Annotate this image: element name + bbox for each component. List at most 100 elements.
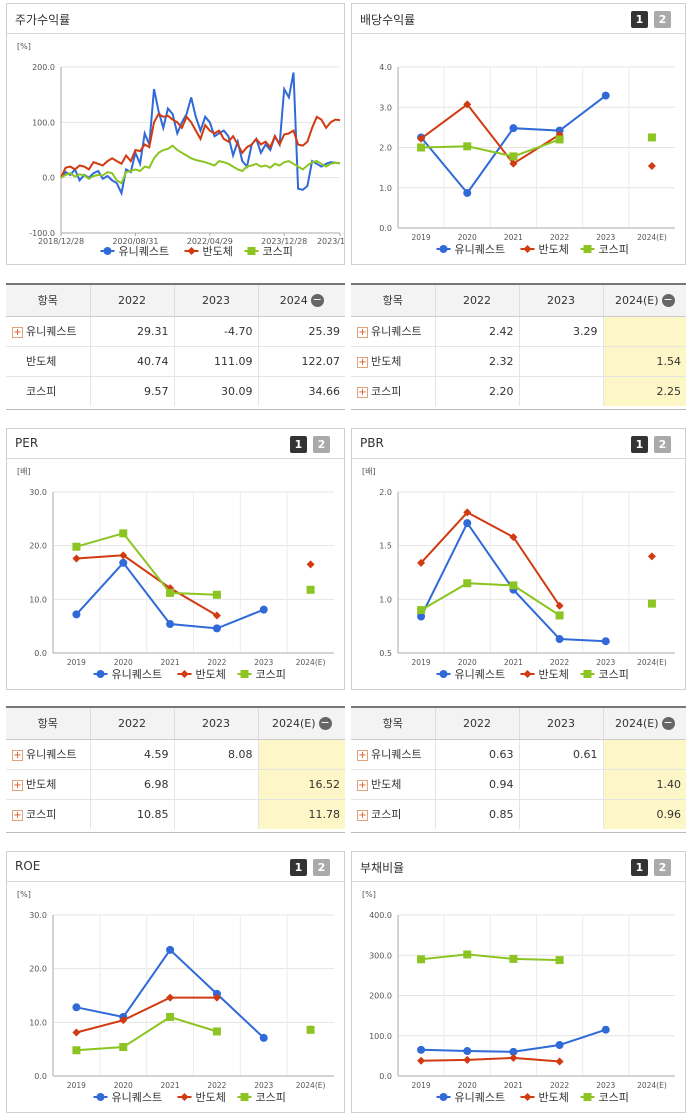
view-2-button[interactable]: 2	[654, 11, 671, 28]
kospi-point	[212, 590, 221, 599]
semi-point	[509, 1053, 518, 1062]
legend-label: 반도체	[196, 1091, 226, 1104]
table-cell: 6.98	[89, 769, 174, 800]
column-header: 2022	[434, 285, 519, 317]
row-label[interactable]: + 반도체	[351, 769, 435, 800]
kospi-markers	[72, 1012, 315, 1055]
collapse-column-icon[interactable]: −	[318, 716, 332, 730]
x-tick-label: 2019	[412, 1081, 431, 1090]
expand-row-icon[interactable]: +	[12, 326, 23, 338]
table-cell	[518, 799, 603, 829]
x-tick-label: 2022	[207, 658, 226, 667]
semi-point	[647, 552, 656, 561]
row-label[interactable]: + 유니퀘스트	[351, 316, 435, 347]
legend-item-uni: 유니퀘스트	[93, 668, 162, 681]
x-tick-label: 2019	[412, 658, 431, 667]
legend-item-semi: 반도체	[520, 668, 569, 681]
x-tick-label: 2020	[458, 1081, 477, 1090]
expand-row-icon[interactable]: +	[357, 779, 368, 791]
view-2-button[interactable]: 2	[654, 859, 671, 876]
column-header-label: 항목	[382, 717, 403, 731]
column-header: 2024(E) −	[602, 285, 686, 317]
expand-row-icon[interactable]: +	[357, 326, 368, 338]
panel-title: ROE	[15, 859, 41, 873]
semi-point	[119, 551, 128, 560]
legend-label: 코스피	[256, 1091, 286, 1104]
table-cell: 11.78	[257, 799, 345, 829]
x-tick-label: 2020	[458, 658, 477, 667]
column-header: 항목	[6, 708, 90, 740]
table-cell: 4.59	[89, 739, 174, 770]
expand-row-icon[interactable]: +	[12, 779, 23, 791]
row-label[interactable]: + 유니퀘스트	[6, 739, 90, 770]
uni-point	[555, 126, 564, 135]
table-cell	[602, 739, 686, 770]
semi-point	[555, 601, 564, 610]
expand-row-icon[interactable]: +	[357, 749, 368, 761]
view-2-button[interactable]: 2	[313, 436, 330, 453]
expand-row-icon[interactable]: +	[12, 809, 23, 821]
row-label[interactable]: + 코스피	[351, 799, 435, 829]
view-1-button[interactable]: 1	[290, 436, 307, 453]
collapse-column-icon[interactable]: −	[310, 293, 324, 307]
semi-point	[417, 558, 426, 567]
view-2-button[interactable]: 2	[313, 859, 330, 876]
column-header: 2024(E) −	[257, 708, 345, 740]
y-axis: [배] 0.5 1.0 1.5 2.0	[362, 467, 392, 658]
table-cell: 29.31	[89, 316, 174, 347]
kospi-point	[72, 542, 81, 551]
row-label[interactable]: + 유니퀘스트	[6, 316, 90, 347]
table-cell: 30.09	[173, 376, 258, 406]
table-cell	[173, 799, 258, 829]
column-header-label: 2024(E)	[614, 716, 659, 730]
panel-header: PBR 1 2	[352, 429, 685, 459]
uni-point	[259, 1033, 268, 1042]
kospi-point	[463, 950, 472, 959]
kospi-series-line	[60, 144, 341, 185]
semi-series-line	[421, 1056, 560, 1063]
semi-point	[187, 247, 196, 255]
y-tick-label: 30.0	[29, 488, 47, 497]
view-2-button[interactable]: 2	[654, 436, 671, 453]
row-label[interactable]: + 반도체	[351, 346, 435, 377]
view-1-button[interactable]: 1	[631, 859, 648, 876]
kospi-series-line	[76, 1015, 218, 1052]
view-1-button[interactable]: 1	[631, 436, 648, 453]
legend-item-uni: 유니퀘스트	[93, 1091, 162, 1104]
kospi-point	[240, 1093, 249, 1101]
row-label[interactable]: + 반도체	[6, 769, 90, 800]
row-label[interactable]: + 코스피	[351, 376, 435, 406]
view-1-button[interactable]: 1	[631, 11, 648, 28]
expand-row-icon[interactable]: +	[357, 809, 368, 821]
table-cell: 2.42	[434, 316, 519, 347]
expand-row-icon[interactable]: +	[357, 386, 368, 398]
panel-title: 주가수익률	[15, 13, 71, 27]
semi-markers	[417, 1053, 564, 1066]
column-header: 2022	[89, 285, 174, 317]
roe-panel: ROE 1 2 [%] 0.0 10.0 20.0 30.0 2019 2020 2021 20…	[6, 851, 345, 1113]
row-label[interactable]: + 유니퀘스트	[351, 739, 435, 770]
legend-item-uni: 유니퀘스트	[436, 243, 505, 256]
collapse-column-icon[interactable]: −	[661, 716, 675, 730]
row-label[interactable]: + 코스피	[6, 799, 90, 829]
y-tick-label: 20.0	[29, 965, 47, 974]
legend-item-kospi: 코스피	[580, 668, 629, 681]
table-cell: 0.61	[518, 739, 603, 770]
y-tick-label: 200.0	[369, 992, 392, 1001]
collapse-column-icon[interactable]: −	[661, 293, 675, 307]
expand-row-icon[interactable]: +	[357, 356, 368, 368]
panel-header: 부채비율 1 2	[352, 852, 685, 882]
semi-point	[72, 1028, 81, 1037]
view-1-button[interactable]: 1	[290, 859, 307, 876]
legend-item-semi: 반도체	[520, 243, 569, 256]
x-axis: 2019 2020 2021 2022 2023 2024(E)	[412, 1081, 667, 1090]
legend-item-uni: 유니퀘스트	[100, 245, 169, 258]
uni-point	[96, 1093, 105, 1101]
panel-header: ROE 1 2	[7, 852, 344, 882]
grid	[398, 914, 675, 1077]
kospi-point	[166, 1012, 175, 1021]
x-tick-label: 2024(E)	[637, 658, 667, 667]
expand-row-icon[interactable]: +	[12, 749, 23, 761]
legend-item-kospi: 코스피	[237, 1091, 286, 1104]
legend-item-semi: 반도체	[177, 1091, 226, 1104]
